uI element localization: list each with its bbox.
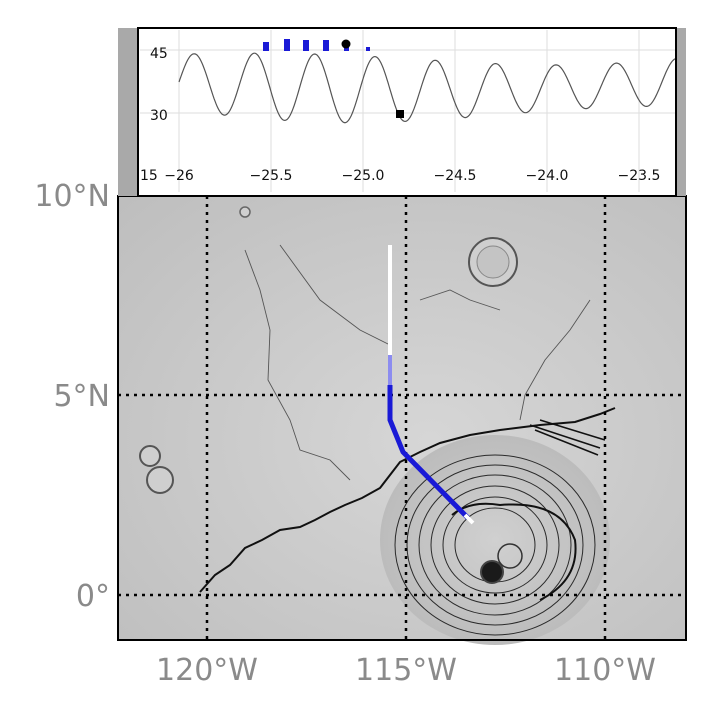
inset-x-tick: −23.5 [618,168,661,184]
inset-y-tick: 15 [140,168,158,184]
inset-border [137,27,677,197]
inset-x-tick: −25.0 [342,168,385,184]
inset-x-tick: −24.5 [434,168,477,184]
inset-marker-square [396,110,404,118]
crater-small-north [239,206,251,218]
inset-series [178,52,677,124]
lon-label-115w: 115°W [355,653,457,688]
crater-northeast [468,237,518,287]
inset-x-tick: −25.5 [250,168,293,184]
lon-label-110w: 110°W [554,653,656,688]
lon-label-120w: 120°W [156,653,258,688]
lat-label-5n: 5°N [53,379,110,414]
inset-x-tick: −24.0 [526,168,569,184]
lat-label-10n: 10°N [34,179,110,214]
traverse-track [387,245,475,525]
inset-x-tick: −26 [164,168,194,184]
inset-grid [140,30,676,192]
lat-label-0: 0° [76,579,110,614]
inset-y-tick: 45 [150,46,168,62]
fracture-cluster [529,419,606,456]
inset-y-tick: 30 [150,108,168,124]
lava-flow-boundary [199,407,616,593]
track-end-white [463,513,475,525]
volcano-caldera [480,560,504,584]
crater-west [139,445,174,494]
track-segment-blue [387,385,470,520]
map-panel [117,195,687,645]
inset-marker-circle [341,39,351,49]
inset-panel: 45 30 15 −26 −25.5 −25.0 −24.5 −24.0 −23… [118,27,686,197]
graticule [118,196,686,640]
flow-lines [244,244,591,481]
